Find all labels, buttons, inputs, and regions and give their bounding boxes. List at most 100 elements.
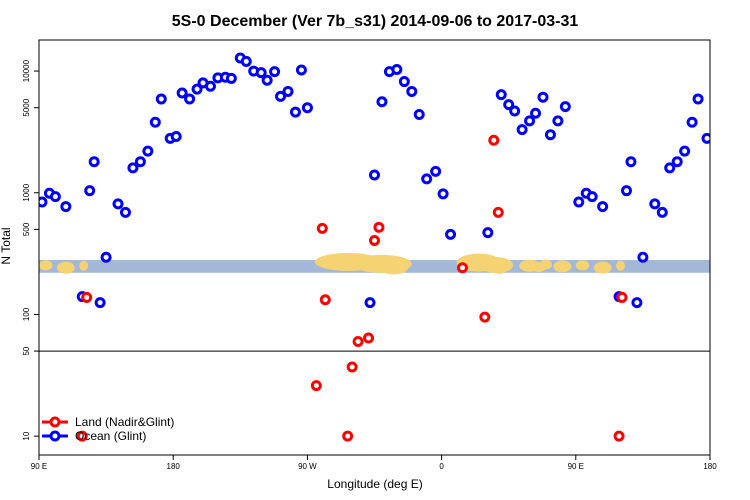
map-land-patch <box>39 260 53 271</box>
ocean-point <box>503 99 515 111</box>
data-points <box>39 52 710 442</box>
map-land-patch <box>17 260 35 272</box>
legend-land-marker <box>49 416 61 428</box>
land-point <box>316 222 328 234</box>
ocean-point <box>240 55 252 67</box>
ocean-point <box>537 91 549 103</box>
ocean-point <box>398 76 410 88</box>
map-land-patch <box>575 260 590 271</box>
ocean-point <box>170 130 182 142</box>
ocean-point <box>49 191 61 203</box>
ocean-point <box>261 74 273 86</box>
legend: Land (Nadir&Glint) Ocean (Glint) <box>42 415 174 443</box>
y-tick-label: 100 <box>22 307 31 321</box>
ocean-point <box>482 227 494 239</box>
land-point <box>342 430 354 442</box>
ocean-point <box>430 165 442 177</box>
x-tick-label: 0 <box>439 462 444 471</box>
land-point <box>76 430 88 442</box>
land-point <box>613 430 625 442</box>
ocean-point <box>620 185 632 197</box>
ocean-point <box>269 66 281 78</box>
ocean-point <box>637 251 649 263</box>
ocean-point <box>369 169 380 181</box>
ocean-point <box>597 201 609 213</box>
ocean-point <box>437 188 449 200</box>
land-point <box>346 361 358 373</box>
land-point <box>488 134 500 146</box>
ocean-point <box>127 162 139 174</box>
y-axis-ticks: 10 50 100 500 1000 5000 10000 <box>22 59 39 441</box>
ocean-point <box>664 162 676 174</box>
ocean-point <box>176 87 188 99</box>
chart-title: 5S-0 December (Ver 7b_s31) 2014-09-06 to… <box>172 13 579 30</box>
land-point <box>310 380 322 392</box>
y-tick-label: 500 <box>22 222 31 236</box>
map-land-patch <box>616 260 626 271</box>
ocean-point <box>445 228 457 240</box>
ocean-point <box>516 124 528 136</box>
ocean-point <box>149 116 161 128</box>
ocean-point <box>184 93 196 105</box>
legend-land-label: Land (Nadir&Glint) <box>75 415 174 429</box>
ocean-point <box>692 93 704 105</box>
ocean-point <box>631 297 643 309</box>
x-axis-label: Longitude (deg E) <box>327 477 422 491</box>
land-point <box>352 335 364 347</box>
map-land-patch <box>493 263 506 274</box>
ocean-point <box>421 173 433 185</box>
x-tick-label: 180 <box>703 462 717 471</box>
ocean-point <box>649 198 661 210</box>
ocean-point <box>524 115 536 127</box>
land-point <box>319 294 331 306</box>
x-tick-label: 90 W <box>298 462 317 471</box>
land-point <box>456 262 468 274</box>
ocean-point <box>275 90 287 102</box>
land-point <box>479 311 491 323</box>
ocean-point <box>119 206 131 218</box>
land-point <box>81 291 93 303</box>
land-point <box>363 332 375 344</box>
ocean-point <box>225 72 237 84</box>
land-point <box>373 221 385 233</box>
ocean-point <box>552 115 564 127</box>
x-axis-ticks: 90 E 180 90 W 0 90 E 180 <box>31 455 717 471</box>
y-tick-label: 50 <box>22 346 31 355</box>
ocean-point <box>191 83 203 95</box>
ocean-point <box>155 93 167 105</box>
ocean-point <box>255 67 267 79</box>
x-tick-label: 90 E <box>31 462 47 471</box>
ocean-point <box>406 85 418 97</box>
ocean-point <box>39 196 48 208</box>
map-land-patch <box>593 261 612 274</box>
ocean-point <box>301 102 313 114</box>
ocean-point <box>679 145 691 157</box>
ocean-point <box>391 64 403 76</box>
ocean-point <box>701 132 710 144</box>
ocean-point <box>364 297 376 309</box>
ocean-point <box>495 89 507 101</box>
ocean-point <box>671 156 683 168</box>
land-point <box>616 291 628 303</box>
y-axis-label: N Total <box>0 227 13 264</box>
map-land-patch <box>540 259 552 270</box>
legend-ocean-label: Ocean (Glint) <box>75 429 146 443</box>
ocean-point <box>94 297 106 309</box>
x-tick-label: 90 E <box>568 462 584 471</box>
ocean-point <box>509 105 521 117</box>
ocean-point <box>656 206 668 218</box>
ocean-point <box>60 201 72 213</box>
ocean-point <box>686 116 698 128</box>
ocean-point <box>88 156 100 168</box>
ocean-point <box>295 64 307 76</box>
ocean-point <box>204 80 216 92</box>
ocean-point <box>100 251 112 263</box>
y-tick-label: 10000 <box>22 59 31 82</box>
ocean-point <box>586 191 598 203</box>
map-land-patch <box>79 260 89 271</box>
map-land-patch <box>378 258 409 275</box>
y-tick-label: 10 <box>22 431 31 440</box>
plot-frame <box>38 39 711 456</box>
